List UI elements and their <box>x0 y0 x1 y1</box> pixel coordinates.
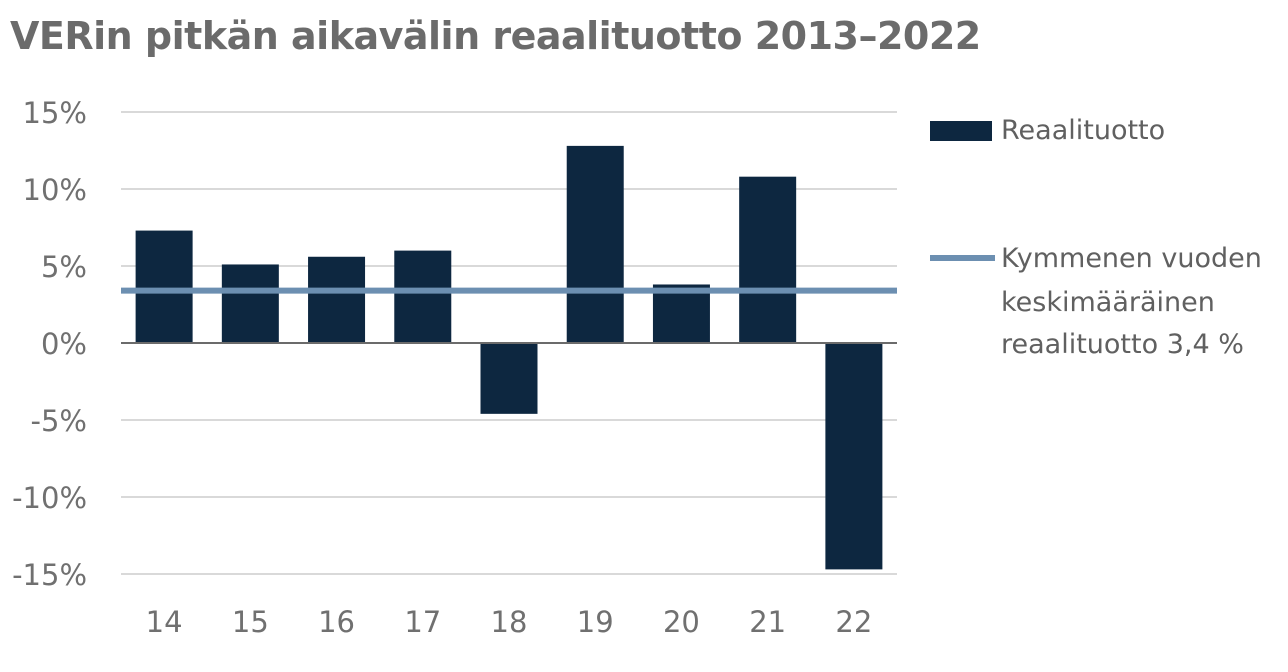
y-tick-label: 10% <box>23 173 87 207</box>
legend-bar-label: Reaalituotto <box>1001 115 1166 146</box>
bar-17 <box>394 250 452 343</box>
y-axis-ticks: 15% 10% 5% 0% -5% -10% -15% <box>12 96 87 592</box>
legend-line-label-3: reaalituotto 3,4 % <box>1001 329 1244 360</box>
x-tick-label: 18 <box>491 605 528 639</box>
bar-21 <box>739 176 797 343</box>
legend-line-label-2: keskimääräinen <box>1001 287 1215 318</box>
y-tick-label: -10% <box>12 481 87 515</box>
y-tick-label: 15% <box>23 96 87 130</box>
y-tick-label: 0% <box>41 327 87 361</box>
legend-bar-swatch <box>930 121 992 141</box>
bar-22 <box>825 343 883 570</box>
x-tick-label: 16 <box>318 605 355 639</box>
x-tick-label: 20 <box>663 605 700 639</box>
bar-19 <box>566 145 624 343</box>
y-tick-label: 5% <box>41 250 87 284</box>
x-tick-label: 21 <box>749 605 786 639</box>
chart-title: VERin pitkän aikavälin reaalituotto 2013… <box>10 14 981 58</box>
x-axis-ticks: 14 15 16 17 18 19 20 21 22 <box>146 605 873 639</box>
x-tick-label: 14 <box>146 605 183 639</box>
y-tick-label: -15% <box>12 558 87 592</box>
bar-20 <box>652 284 710 343</box>
bar-18 <box>480 343 538 414</box>
legend-line-swatch <box>930 255 995 261</box>
bar-14 <box>135 230 193 343</box>
x-tick-label: 19 <box>577 605 614 639</box>
y-tick-label: -5% <box>31 404 87 438</box>
legend-line-label-1: Kymmenen vuoden <box>1001 243 1262 274</box>
bar-15 <box>221 264 279 343</box>
bars <box>135 145 883 570</box>
x-tick-label: 15 <box>232 605 269 639</box>
bar-16 <box>308 256 366 343</box>
legend: Reaalituotto Kymmenen vuoden keskimääräi… <box>930 112 1280 372</box>
x-tick-label: 22 <box>835 605 872 639</box>
x-tick-label: 17 <box>404 605 441 639</box>
